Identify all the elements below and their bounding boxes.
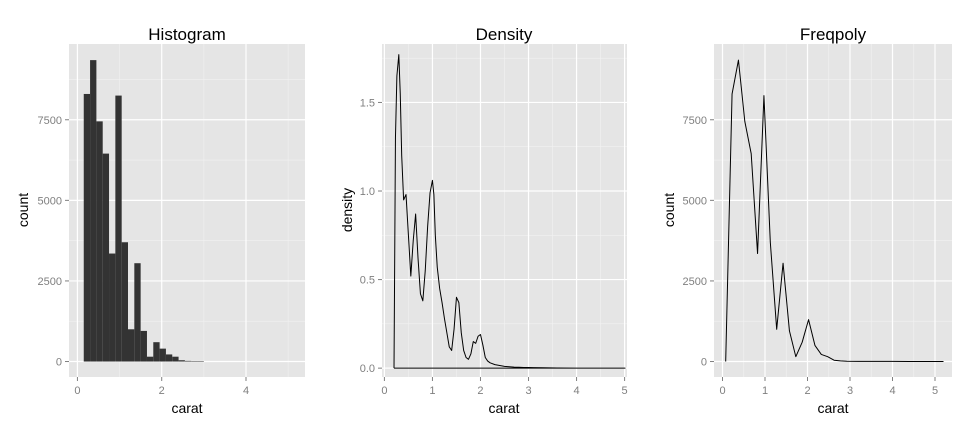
- histogram-bars: [83, 60, 204, 362]
- density-x-tick-label: 5: [622, 385, 628, 397]
- density-x-ticks: 0 1 2 3 4 5: [381, 377, 628, 397]
- density-x-tick-label: 0: [381, 385, 387, 397]
- histogram-bar: [178, 360, 185, 362]
- freqpoly-x-tick-label: 4: [889, 385, 895, 397]
- density-y-ticks: 0.0 0.5 1.0 1.5: [360, 97, 382, 375]
- density-series-line: [393, 54, 626, 369]
- freqpoly-series-line: [725, 59, 944, 363]
- density-y-axis-title: density: [339, 188, 355, 232]
- histogram-bar: [140, 330, 147, 362]
- histogram-bar: [109, 253, 116, 362]
- density-y-tick-label: 0.5: [360, 275, 375, 287]
- freqpoly-plot-background: [714, 44, 952, 377]
- histogram-y-tick-label: 7500: [38, 115, 62, 127]
- histogram-x-tick-label: 4: [243, 385, 249, 397]
- density-title: Density: [476, 25, 533, 44]
- histogram-y-ticks: 0 2500 5000 7500: [38, 115, 69, 369]
- freqpoly-y-tick-label: 0: [701, 357, 707, 369]
- density-panel: Density 0 1 2 3 4 5 0.0 0.5 1.0 1.5 carat densit…: [339, 25, 628, 416]
- freqpoly-y-tick-label: 2500: [683, 276, 707, 288]
- density-y-tick-label: 0.0: [360, 363, 375, 375]
- density-x-tick-label: 3: [525, 385, 531, 397]
- histogram-bar: [153, 342, 160, 362]
- histogram-bar: [121, 242, 128, 362]
- histogram-x-axis-title: carat: [171, 400, 202, 416]
- histogram-y-tick-label: 0: [56, 357, 62, 369]
- histogram-bar: [96, 121, 103, 362]
- freqpoly-y-axis-title: count: [661, 193, 677, 227]
- histogram-bar: [184, 360, 192, 362]
- density-y-tick-label: 1.5: [360, 97, 375, 109]
- density-x-tick-label: 4: [573, 385, 579, 397]
- density-x-tick-label: 1: [429, 385, 435, 397]
- histogram-y-axis-title: count: [15, 193, 31, 227]
- histogram-bar: [191, 361, 198, 362]
- histogram-bar: [83, 93, 91, 362]
- histogram-bar: [159, 348, 166, 362]
- histogram-title: Histogram: [148, 25, 225, 44]
- histogram-bar: [165, 354, 173, 362]
- freqpoly-x-axis-title: carat: [817, 400, 848, 416]
- histogram-bar: [90, 60, 97, 362]
- histogram-bar: [102, 153, 110, 362]
- histogram-bar: [128, 329, 135, 362]
- freqpoly-x-tick-label: 3: [847, 385, 853, 397]
- freqpoly-y-ticks: 0 2500 5000 7500: [683, 115, 714, 369]
- freqpoly-x-tick-label: 5: [932, 385, 938, 397]
- histogram-y-tick-label: 2500: [38, 276, 62, 288]
- density-curve-group: [393, 54, 626, 369]
- freqpoly-y-tick-label: 5000: [683, 195, 707, 207]
- histogram-x-tick-label: 2: [159, 385, 165, 397]
- freqpoly-x-tick-label: 2: [804, 385, 810, 397]
- histogram-bar: [134, 263, 141, 362]
- density-x-axis-title: carat: [488, 400, 519, 416]
- histogram-bar: [197, 361, 204, 362]
- histogram-y-tick-label: 5000: [38, 195, 62, 207]
- density-major-grid: [382, 44, 627, 377]
- density-minor-grid: [382, 44, 627, 377]
- freqpoly-x-tick-label: 0: [719, 385, 725, 397]
- freqpoly-title: Freqpoly: [800, 25, 867, 44]
- freqpoly-x-tick-label: 1: [762, 385, 768, 397]
- freqpoly-line-group: [725, 59, 944, 363]
- freqpoly-panel: Freqpoly 0 1 2 3 4 5 0 2500 5000 7500 carat coun…: [661, 25, 952, 416]
- freqpoly-minor-grid: [714, 44, 952, 377]
- histogram-bar: [146, 356, 154, 362]
- histogram-bar: [172, 356, 179, 362]
- histogram-x-ticks: 0 2 4: [74, 377, 249, 397]
- freqpoly-x-ticks: 0 1 2 3 4 5: [719, 377, 938, 397]
- freqpoly-y-tick-label: 7500: [683, 115, 707, 127]
- density-y-tick-label: 1.0: [360, 186, 375, 198]
- histogram-bar: [115, 95, 122, 362]
- histogram-x-tick-label: 0: [74, 385, 80, 397]
- histogram-panel: Histogram 0 2 4 0 2500 5000 7500 carat count: [15, 25, 305, 416]
- density-x-tick-label: 2: [477, 385, 483, 397]
